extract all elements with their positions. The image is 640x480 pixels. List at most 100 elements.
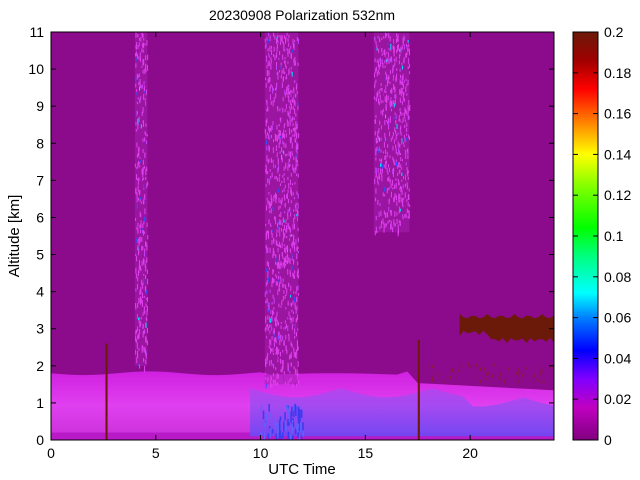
noise-speckle: [380, 57, 382, 63]
noise-speckle: [136, 110, 138, 116]
noise-speckle: [402, 112, 404, 116]
noise-speckle: [280, 65, 282, 70]
noise-speckle: [137, 34, 139, 37]
noise-speckle: [407, 155, 409, 159]
noise-speckle: [137, 123, 139, 130]
aerosol-speckle: [540, 371, 542, 375]
noise-speckle: [273, 332, 275, 339]
noise-speckle: [293, 44, 295, 50]
noise-speckle: [377, 60, 379, 67]
noise-speckle: [145, 322, 147, 329]
noise-speckle: [281, 200, 283, 205]
noise-speckle: [393, 39, 395, 44]
noise-speckle: [273, 97, 275, 103]
noise-speckle: [275, 336, 277, 342]
noise-speckle: [266, 69, 268, 76]
noise-speckle: [137, 160, 139, 166]
aerosol-speckle: [487, 371, 489, 375]
noise-speckle: [272, 121, 274, 126]
noise-speckle: [399, 187, 401, 191]
noise-speckle: [408, 48, 410, 53]
aerosol-speckle: [498, 376, 500, 380]
low-depolarization-streak: [287, 405, 289, 409]
noise-speckle: [292, 96, 294, 103]
noise-speckle: [276, 281, 278, 286]
noise-speckle: [292, 49, 294, 53]
noise-speckle: [399, 119, 401, 123]
noise-speckle: [374, 178, 376, 185]
noise-speckle: [406, 208, 408, 213]
noise-speckle: [278, 271, 280, 274]
colorbar-ticks: 00.020.040.060.080.10.120.140.160.180.2: [573, 24, 631, 448]
y-tick-label: 6: [36, 209, 44, 225]
noise-speckle: [142, 43, 144, 48]
aerosol-speckle: [485, 377, 487, 381]
noise-speckle: [285, 38, 287, 44]
low-depolarization-streak: [277, 433, 280, 439]
noise-speckle: [401, 62, 403, 66]
noise-speckle: [290, 172, 292, 177]
noise-speckle: [388, 47, 390, 51]
noise-speckle: [268, 147, 270, 151]
noise-speckle: [286, 288, 288, 294]
aerosol-speckle: [491, 373, 493, 377]
noise-speckle: [278, 188, 280, 193]
noise-speckle: [271, 326, 273, 331]
noise-speckle: [268, 231, 270, 237]
noise-speckle: [379, 175, 381, 180]
noise-speckle: [138, 56, 140, 60]
noise-speckle: [274, 133, 276, 139]
noise-speckle: [289, 100, 291, 105]
noise-speckle: [393, 116, 395, 120]
noise-speckle: [278, 206, 280, 211]
noise-speckle: [383, 226, 385, 231]
noise-speckle: [377, 98, 379, 104]
noise-speckle: [374, 230, 376, 236]
noise-speckle: [142, 121, 144, 127]
noise-speckle: [294, 328, 296, 335]
noise-speckle: [278, 227, 280, 233]
noise-speckle: [268, 345, 270, 349]
noise-speckle: [273, 46, 275, 52]
noise-speckle: [292, 241, 294, 246]
depolarization-spike: [105, 343, 108, 440]
noise-speckle: [402, 216, 404, 220]
low-depolarization-streak: [293, 406, 296, 411]
noise-speckle: [282, 359, 284, 365]
noise-speckle: [290, 363, 292, 367]
noise-speckle: [406, 185, 408, 190]
noise-speckle: [276, 241, 278, 244]
noise-speckle: [275, 135, 277, 142]
noise-speckle: [138, 364, 140, 367]
noise-speckle: [386, 57, 388, 62]
noise-speckle: [393, 198, 395, 203]
low-depolarization-streak: [297, 427, 299, 436]
noise-speckle: [144, 98, 146, 101]
noise-speckle: [275, 315, 277, 321]
noise-speckle: [293, 242, 295, 249]
noise-speckle: [392, 172, 394, 177]
noise-speckle: [297, 202, 299, 205]
noise-speckle: [276, 383, 278, 386]
noise-speckle: [275, 175, 277, 180]
noise-speckle: [282, 262, 284, 266]
noise-speckle: [290, 52, 292, 59]
noise-speckle: [137, 163, 139, 169]
noise-speckle: [143, 221, 145, 225]
noise-speckle: [277, 289, 279, 296]
noise-speckle: [402, 91, 404, 98]
noise-speckle: [392, 131, 394, 136]
noise-speckle: [292, 300, 294, 305]
noise-speckle: [267, 308, 269, 313]
noise-speckle: [146, 183, 148, 189]
noise-speckle: [385, 59, 387, 63]
noise-speckle: [392, 100, 394, 105]
low-depolarization-streak: [297, 417, 300, 424]
noise-speckle: [135, 92, 137, 95]
noise-speckle: [292, 191, 294, 196]
noise-speckle: [280, 278, 282, 284]
noise-speckle: [293, 223, 295, 230]
noise-speckle: [267, 302, 269, 306]
noise-speckle: [294, 108, 296, 115]
noise-speckle: [386, 160, 388, 164]
